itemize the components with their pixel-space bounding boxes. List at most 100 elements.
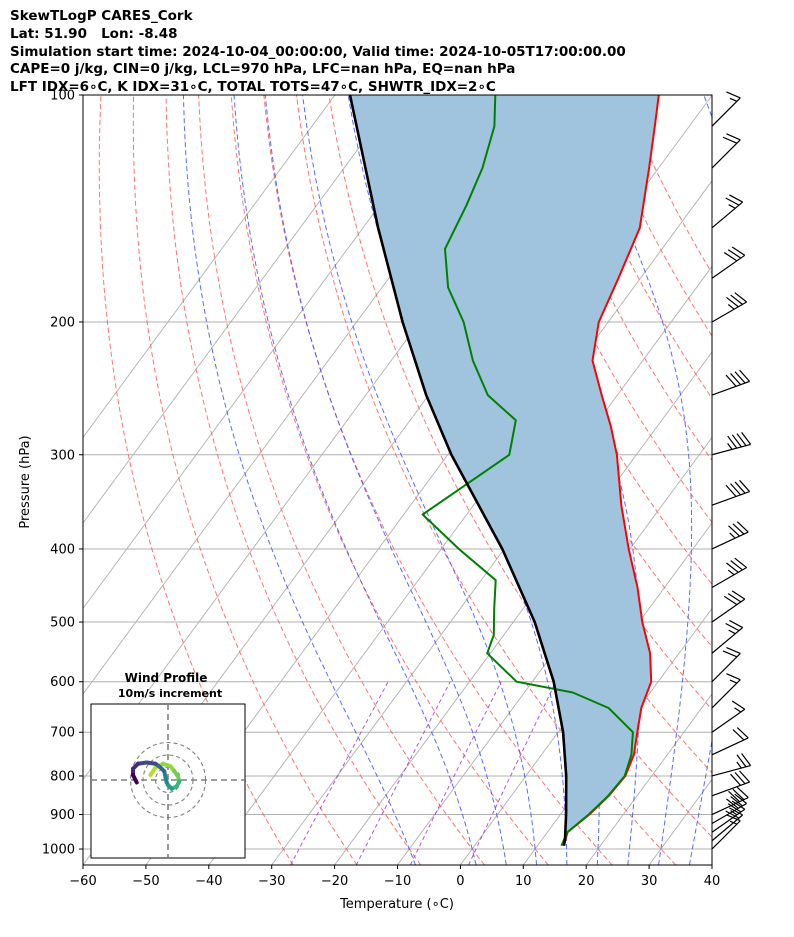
moist-adiabat-line bbox=[302, 95, 537, 865]
barb-flag bbox=[731, 434, 742, 448]
barb-flag bbox=[732, 729, 745, 741]
barb-flag bbox=[728, 204, 736, 209]
barb-flag bbox=[727, 803, 742, 813]
barb-staff bbox=[711, 765, 751, 777]
parcel-line bbox=[348, 95, 568, 846]
barb-flag bbox=[728, 629, 736, 635]
parcel-shading-area bbox=[350, 95, 659, 846]
isotherm-line bbox=[397, 436, 712, 865]
barb-flag bbox=[723, 595, 738, 606]
barb-flag bbox=[731, 246, 746, 256]
wind-barb bbox=[711, 800, 746, 833]
dry-adiabat-line bbox=[165, 95, 422, 865]
x-tick-label: 30 bbox=[641, 874, 658, 889]
barb-flag bbox=[727, 569, 735, 576]
x-tick-label: 40 bbox=[704, 874, 721, 889]
barb-flag bbox=[734, 557, 748, 569]
barb-flag bbox=[727, 304, 735, 310]
barb-flag bbox=[730, 373, 742, 386]
barb-staff bbox=[711, 627, 744, 654]
barb-flag bbox=[726, 798, 739, 809]
barb-staff bbox=[711, 443, 751, 456]
wind-barb bbox=[711, 793, 748, 825]
x-tick-label: 20 bbox=[578, 874, 595, 889]
barb-staff bbox=[711, 531, 749, 550]
dry-adiabat-line bbox=[263, 95, 613, 865]
y-tick-label: 600 bbox=[50, 675, 75, 690]
barb-flag bbox=[723, 252, 738, 262]
barb-flag bbox=[736, 754, 747, 768]
dry-adiabat-line bbox=[295, 95, 677, 865]
moist-adiabat-line bbox=[233, 95, 477, 865]
hodograph-segment bbox=[131, 773, 139, 785]
chart-title: SkewTLogP CARES_Cork bbox=[10, 8, 193, 24]
barb-staff bbox=[711, 802, 747, 825]
barb-flag bbox=[729, 679, 738, 684]
x-tick-label: −30 bbox=[258, 874, 285, 889]
y-axis-label: Pressure (hPa) bbox=[18, 435, 33, 528]
dry-adiabat-line bbox=[523, 95, 712, 462]
barb-flag bbox=[729, 194, 743, 203]
wind-barb bbox=[711, 673, 741, 709]
barb-flag bbox=[729, 807, 743, 816]
barb-flag bbox=[725, 374, 737, 387]
barb-flag bbox=[726, 91, 741, 99]
barb-flag bbox=[731, 700, 746, 710]
x-tick-label: −10 bbox=[384, 874, 411, 889]
hodograph-subtitle: 10m/s increment bbox=[118, 687, 222, 700]
barb-flag bbox=[736, 727, 749, 739]
barb-flag bbox=[730, 560, 743, 571]
barb-flag bbox=[730, 796, 743, 807]
barb-staff bbox=[711, 737, 749, 756]
barb-flag bbox=[734, 772, 746, 785]
axes: −60 −50 −40 −30 −20 −10 0 10 20 30 40 1000 900 800 700… bbox=[42, 89, 720, 890]
dry-adiabat-line bbox=[198, 95, 485, 865]
hodograph-inset bbox=[90, 703, 246, 859]
isotherm-line bbox=[83, 95, 399, 524]
wind-barb bbox=[711, 786, 749, 816]
barb-flag bbox=[725, 622, 740, 632]
barb-staff bbox=[711, 653, 741, 683]
barb-flag bbox=[736, 786, 749, 799]
wind-barb bbox=[711, 700, 746, 733]
cape-line: CAPE=0 j/kg, CIN=0 j/kg, LCL=970 hPa, LF… bbox=[10, 61, 516, 78]
wind-barb bbox=[711, 727, 749, 756]
barb-staff bbox=[711, 708, 746, 733]
barb-flag bbox=[739, 369, 751, 382]
barb-flag bbox=[739, 479, 751, 492]
barb-flag bbox=[736, 433, 747, 447]
barb-flag bbox=[734, 481, 746, 494]
barb-flag bbox=[739, 770, 751, 783]
barb-flag bbox=[730, 773, 742, 786]
time-line: Simulation start time: 2024-10-04_00:00:… bbox=[10, 43, 626, 60]
barb-flag bbox=[734, 292, 748, 303]
moist-adiabat-line bbox=[182, 95, 416, 865]
wind-barb bbox=[711, 91, 741, 127]
wind-barb bbox=[711, 807, 744, 842]
barb-staff bbox=[711, 598, 746, 623]
barb-staff bbox=[711, 97, 741, 127]
barb-flag bbox=[741, 431, 752, 445]
barb-staff bbox=[711, 814, 744, 842]
barb-flag bbox=[722, 136, 738, 144]
isotherm-line bbox=[83, 95, 336, 439]
barb-flag bbox=[727, 442, 733, 450]
barb-flag bbox=[728, 525, 740, 537]
barb-flag bbox=[729, 532, 736, 539]
barb-flag bbox=[725, 484, 737, 497]
x-tick-label: 10 bbox=[515, 874, 532, 889]
barb-flag bbox=[730, 294, 743, 305]
barb-staff bbox=[711, 490, 750, 506]
x-tick-label: 0 bbox=[456, 874, 464, 889]
barb-flag bbox=[727, 435, 738, 449]
wind-barb bbox=[711, 646, 741, 683]
wind-barb bbox=[711, 753, 752, 777]
wind-barb bbox=[711, 133, 741, 169]
barb-flag bbox=[726, 673, 741, 681]
wind-barb bbox=[711, 479, 751, 506]
wind-barb bbox=[711, 590, 746, 623]
wind-barb bbox=[711, 431, 752, 456]
dry-adiabat-line bbox=[328, 95, 712, 838]
y-tick-label: 700 bbox=[50, 726, 75, 741]
